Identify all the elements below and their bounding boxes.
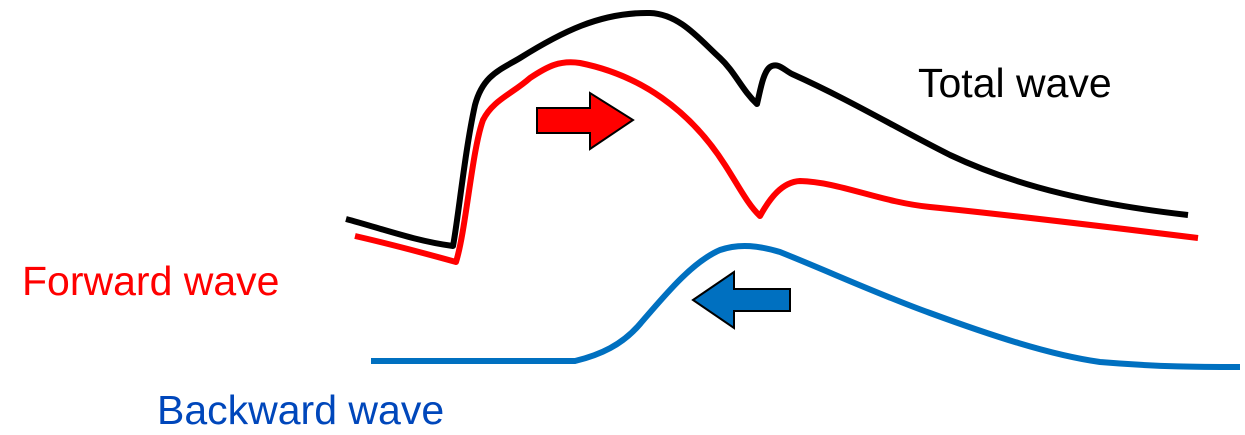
backward-direction-arrow-icon — [691, 270, 791, 330]
total-wave-label: Total wave — [918, 60, 1112, 106]
forward-wave-label: Forward wave — [22, 258, 279, 304]
forward-wave-curve — [354, 59, 1199, 265]
backward-wave-label: Backward wave — [157, 387, 444, 433]
backward-wave-curve — [371, 242, 1241, 370]
total-wave-curve — [345, 9, 1189, 249]
forward-direction-arrow-icon — [536, 91, 635, 151]
